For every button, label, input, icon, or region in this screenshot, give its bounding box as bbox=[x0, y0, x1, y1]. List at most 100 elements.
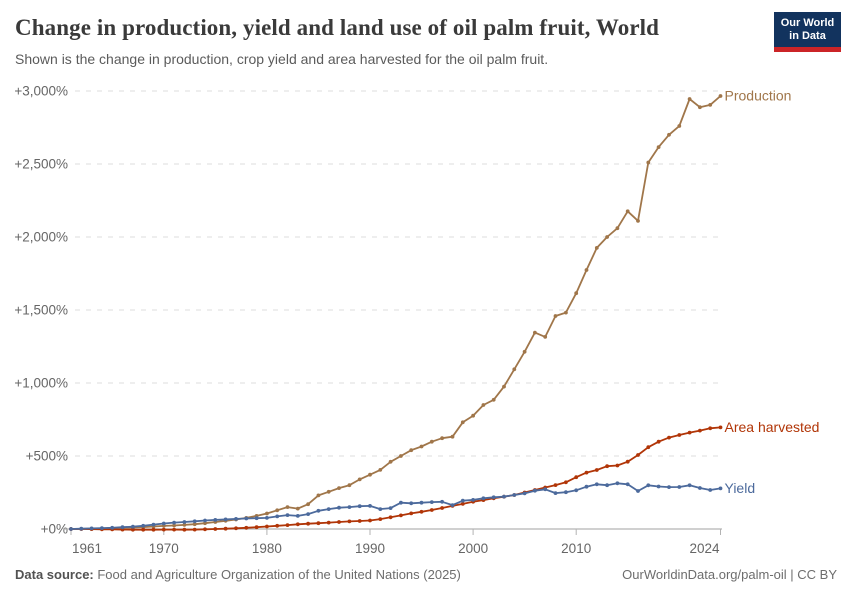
data-point bbox=[522, 491, 527, 496]
series-label-yield[interactable]: Yield bbox=[725, 480, 756, 496]
data-point bbox=[285, 523, 290, 527]
series-line-production[interactable] bbox=[70, 95, 722, 530]
data-point bbox=[316, 493, 321, 498]
data-point bbox=[306, 512, 310, 516]
data-point bbox=[584, 484, 589, 489]
data-point bbox=[656, 484, 661, 489]
data-point bbox=[584, 268, 589, 272]
data-point bbox=[79, 526, 84, 531]
data-point bbox=[203, 521, 207, 526]
data-point bbox=[708, 426, 713, 431]
chart-footer: Data source: Food and Agriculture Organi… bbox=[15, 567, 837, 582]
data-point bbox=[399, 500, 403, 505]
series-line-yield[interactable] bbox=[70, 482, 722, 530]
data-point bbox=[357, 504, 362, 509]
data-source-text: Food and Agriculture Organization of the… bbox=[93, 567, 461, 582]
data-point bbox=[440, 436, 444, 441]
data-point bbox=[646, 483, 651, 488]
data-point bbox=[265, 511, 269, 516]
data-point bbox=[605, 464, 609, 469]
data-point bbox=[625, 482, 630, 487]
data-point bbox=[368, 504, 372, 508]
data-point bbox=[440, 506, 444, 510]
canonical-link[interactable]: OurWorldinData.org/palm-oil | CC BY bbox=[622, 567, 837, 582]
owid-logo[interactable]: Our World in Data bbox=[774, 12, 841, 52]
data-point bbox=[594, 468, 599, 472]
data-point bbox=[718, 425, 723, 430]
data-point bbox=[275, 514, 280, 519]
data-point bbox=[677, 485, 682, 489]
data-point bbox=[151, 522, 156, 527]
data-point bbox=[347, 519, 352, 524]
data-point bbox=[347, 505, 352, 509]
data-point bbox=[605, 483, 609, 488]
data-point bbox=[594, 482, 599, 487]
series-area-harvested[interactable]: Area harvested bbox=[69, 419, 819, 532]
data-point bbox=[429, 508, 434, 512]
data-point bbox=[543, 335, 548, 339]
y-axis-label: +1,500% bbox=[14, 303, 68, 318]
series-line-area-harvested[interactable] bbox=[70, 426, 722, 531]
data-point bbox=[172, 523, 177, 528]
data-point bbox=[316, 508, 321, 513]
chart-subtitle: Shown is the change in production, crop … bbox=[15, 51, 549, 67]
data-point bbox=[326, 489, 331, 494]
series-production[interactable]: Production bbox=[69, 88, 791, 531]
data-point bbox=[295, 506, 300, 511]
x-axis-label: 2010 bbox=[561, 541, 591, 556]
data-point bbox=[636, 219, 640, 223]
y-axis-label: +0% bbox=[41, 522, 68, 537]
data-point bbox=[131, 527, 135, 532]
data-point bbox=[698, 428, 702, 433]
data-point bbox=[275, 523, 280, 528]
data-point bbox=[594, 246, 599, 250]
data-point bbox=[460, 502, 465, 506]
data-point bbox=[471, 498, 475, 502]
data-point bbox=[429, 439, 434, 444]
data-point bbox=[213, 527, 218, 531]
data-point bbox=[636, 489, 640, 493]
data-point bbox=[460, 420, 465, 425]
data-point bbox=[574, 291, 579, 296]
data-point bbox=[399, 454, 403, 458]
data-point bbox=[429, 500, 434, 504]
data-point bbox=[306, 521, 310, 526]
data-point bbox=[223, 517, 228, 522]
data-point bbox=[656, 145, 661, 150]
data-point bbox=[234, 526, 238, 531]
series-label-production[interactable]: Production bbox=[725, 88, 792, 104]
data-point bbox=[646, 160, 651, 165]
logo-line-1: Our World bbox=[780, 17, 835, 29]
data-point bbox=[450, 434, 455, 439]
data-point bbox=[667, 485, 671, 489]
data-point bbox=[584, 470, 589, 475]
data-point bbox=[275, 508, 280, 513]
series-label-area-harvested[interactable]: Area harvested bbox=[725, 419, 820, 435]
data-point bbox=[141, 523, 146, 528]
data-point bbox=[440, 499, 444, 504]
data-point bbox=[409, 448, 414, 453]
series-yield[interactable]: Yield bbox=[69, 480, 755, 531]
data-point bbox=[182, 520, 187, 524]
data-point bbox=[718, 486, 723, 491]
data-point bbox=[368, 518, 372, 523]
y-axis-label: +500% bbox=[26, 449, 68, 464]
data-point bbox=[69, 527, 73, 531]
data-point bbox=[553, 483, 558, 487]
data-point bbox=[388, 506, 393, 510]
data-point bbox=[254, 516, 259, 521]
data-point bbox=[553, 314, 558, 318]
data-point bbox=[533, 330, 537, 335]
data-point bbox=[120, 525, 125, 530]
data-point bbox=[285, 513, 290, 517]
data-point bbox=[687, 97, 692, 101]
data-point bbox=[89, 526, 94, 531]
data-point bbox=[388, 515, 393, 520]
data-point bbox=[502, 494, 506, 499]
y-axis-label: +3,000% bbox=[14, 84, 68, 99]
page-title: Change in production, yield and land use… bbox=[15, 15, 660, 40]
data-point bbox=[502, 384, 506, 389]
data-point bbox=[409, 511, 414, 516]
data-point bbox=[698, 486, 702, 490]
